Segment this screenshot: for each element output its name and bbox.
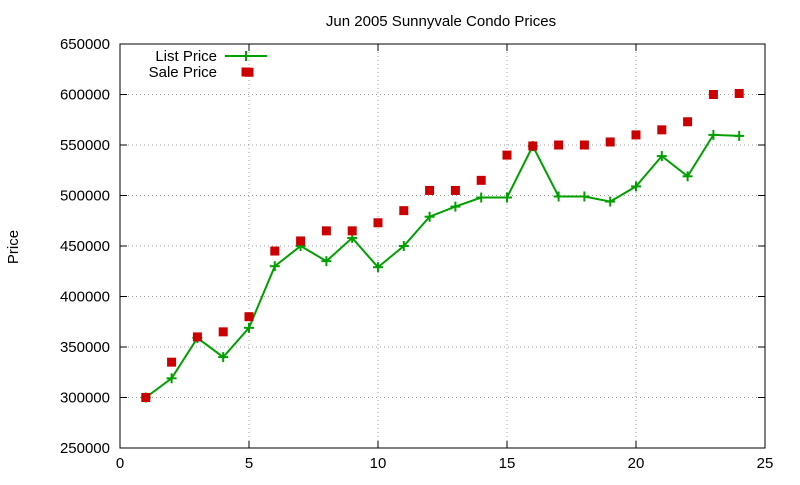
y-axis-label: Price	[5, 230, 22, 264]
list-price-point	[476, 192, 487, 203]
list-price-point	[631, 181, 641, 192]
list-price-point	[605, 196, 616, 207]
y-tick-label: 400000	[60, 289, 110, 306]
list-price-point	[321, 256, 332, 267]
sale-price-point	[244, 312, 254, 322]
list-price-point	[734, 130, 745, 141]
x-tick-label: 20	[628, 455, 645, 472]
list-price-point	[579, 191, 590, 202]
list-price-point	[553, 191, 564, 202]
axis-ticks: 0 5 10 15 20 25 250000 300000 350000 400000 450000…	[60, 36, 773, 472]
sale-price-point	[347, 226, 357, 236]
sale-price-point	[218, 327, 228, 337]
sale-price-point	[734, 88, 744, 98]
y-tick-label: 300000	[60, 390, 110, 407]
list-price-point	[424, 211, 435, 222]
list-price-point	[218, 352, 229, 363]
sale-price-point	[554, 140, 564, 150]
sale-price-point	[270, 246, 280, 256]
y-tick-label: 600000	[60, 87, 110, 104]
list-price-line	[145, 133, 740, 399]
list-price-point	[656, 151, 667, 162]
list-price-point	[244, 322, 254, 333]
sale-price-point	[476, 175, 486, 185]
legend-label: List Price	[155, 48, 217, 65]
x-tick-label: 15	[499, 455, 516, 472]
x-tick-label: 25	[757, 455, 774, 472]
x-tick-label: 5	[245, 455, 253, 472]
series	[140, 67, 745, 403]
list-price-point	[682, 171, 693, 182]
y-tick-label: 250000	[60, 440, 110, 457]
list-price-point	[269, 261, 280, 272]
list-price-point	[708, 129, 719, 140]
x-tick-label: 0	[116, 455, 124, 472]
sale-price-point	[450, 185, 460, 195]
legend-label: Sale Price	[149, 64, 217, 81]
y-tick-label: 450000	[60, 238, 110, 255]
sale-price-point	[605, 137, 615, 147]
sale-price-point	[502, 150, 512, 160]
y-tick-label: 500000	[60, 188, 110, 205]
sale-price-point	[683, 117, 693, 127]
sale-price-point	[296, 236, 306, 246]
sale-price-point	[373, 218, 383, 228]
legend-marker	[241, 51, 251, 61]
sale-price-point	[321, 226, 331, 236]
list-price-point	[502, 192, 512, 203]
list-price-point	[166, 373, 177, 384]
grid	[120, 44, 765, 448]
sale-price-point	[708, 90, 718, 99]
y-tick-label: 550000	[60, 137, 110, 154]
list-price-point	[373, 262, 383, 273]
chart-title: Jun 2005 Sunnyvale Condo Prices	[326, 13, 556, 30]
y-tick-label: 650000	[60, 36, 110, 53]
sale-price-point	[167, 357, 177, 367]
list-price-point	[450, 201, 461, 212]
sale-price-point	[631, 130, 641, 140]
sale-price-point	[579, 140, 589, 150]
sale-price-point	[141, 393, 151, 402]
y-tick-label: 350000	[60, 339, 110, 356]
sale-price-point	[528, 141, 538, 151]
sale-price-point	[425, 185, 435, 195]
list-price-point	[398, 241, 409, 251]
legend-marker	[241, 67, 251, 77]
sale-price-point	[192, 332, 202, 342]
sale-price-point	[657, 125, 667, 135]
x-tick-label: 10	[370, 455, 387, 472]
sale-price-point	[399, 206, 409, 216]
